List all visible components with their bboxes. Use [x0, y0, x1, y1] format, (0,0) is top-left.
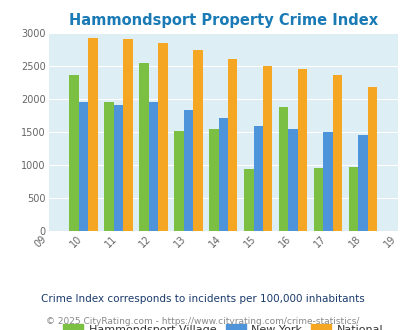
- Bar: [367, 87, 376, 231]
- Bar: [139, 63, 148, 231]
- Bar: [193, 50, 202, 231]
- Bar: [158, 43, 167, 231]
- Bar: [104, 102, 113, 231]
- Bar: [357, 135, 367, 231]
- Bar: [113, 105, 123, 231]
- Bar: [243, 169, 253, 231]
- Bar: [253, 126, 262, 231]
- Bar: [148, 102, 158, 231]
- Legend: Hammondsport Village, New York, National: Hammondsport Village, New York, National: [59, 320, 387, 330]
- Bar: [332, 75, 341, 231]
- Bar: [218, 118, 228, 231]
- Bar: [322, 132, 332, 231]
- Bar: [262, 66, 272, 231]
- Bar: [228, 59, 237, 231]
- Bar: [174, 131, 183, 231]
- Bar: [313, 168, 322, 231]
- Bar: [123, 39, 132, 231]
- Bar: [348, 167, 357, 231]
- Bar: [88, 38, 98, 231]
- Bar: [183, 110, 193, 231]
- Bar: [79, 102, 88, 231]
- Text: © 2025 CityRating.com - https://www.cityrating.com/crime-statistics/: © 2025 CityRating.com - https://www.city…: [46, 317, 359, 326]
- Title: Hammondsport Property Crime Index: Hammondsport Property Crime Index: [68, 13, 377, 28]
- Text: Crime Index corresponds to incidents per 100,000 inhabitants: Crime Index corresponds to incidents per…: [41, 294, 364, 304]
- Bar: [69, 75, 79, 231]
- Bar: [278, 107, 288, 231]
- Bar: [288, 129, 297, 231]
- Bar: [297, 69, 307, 231]
- Bar: [209, 129, 218, 231]
